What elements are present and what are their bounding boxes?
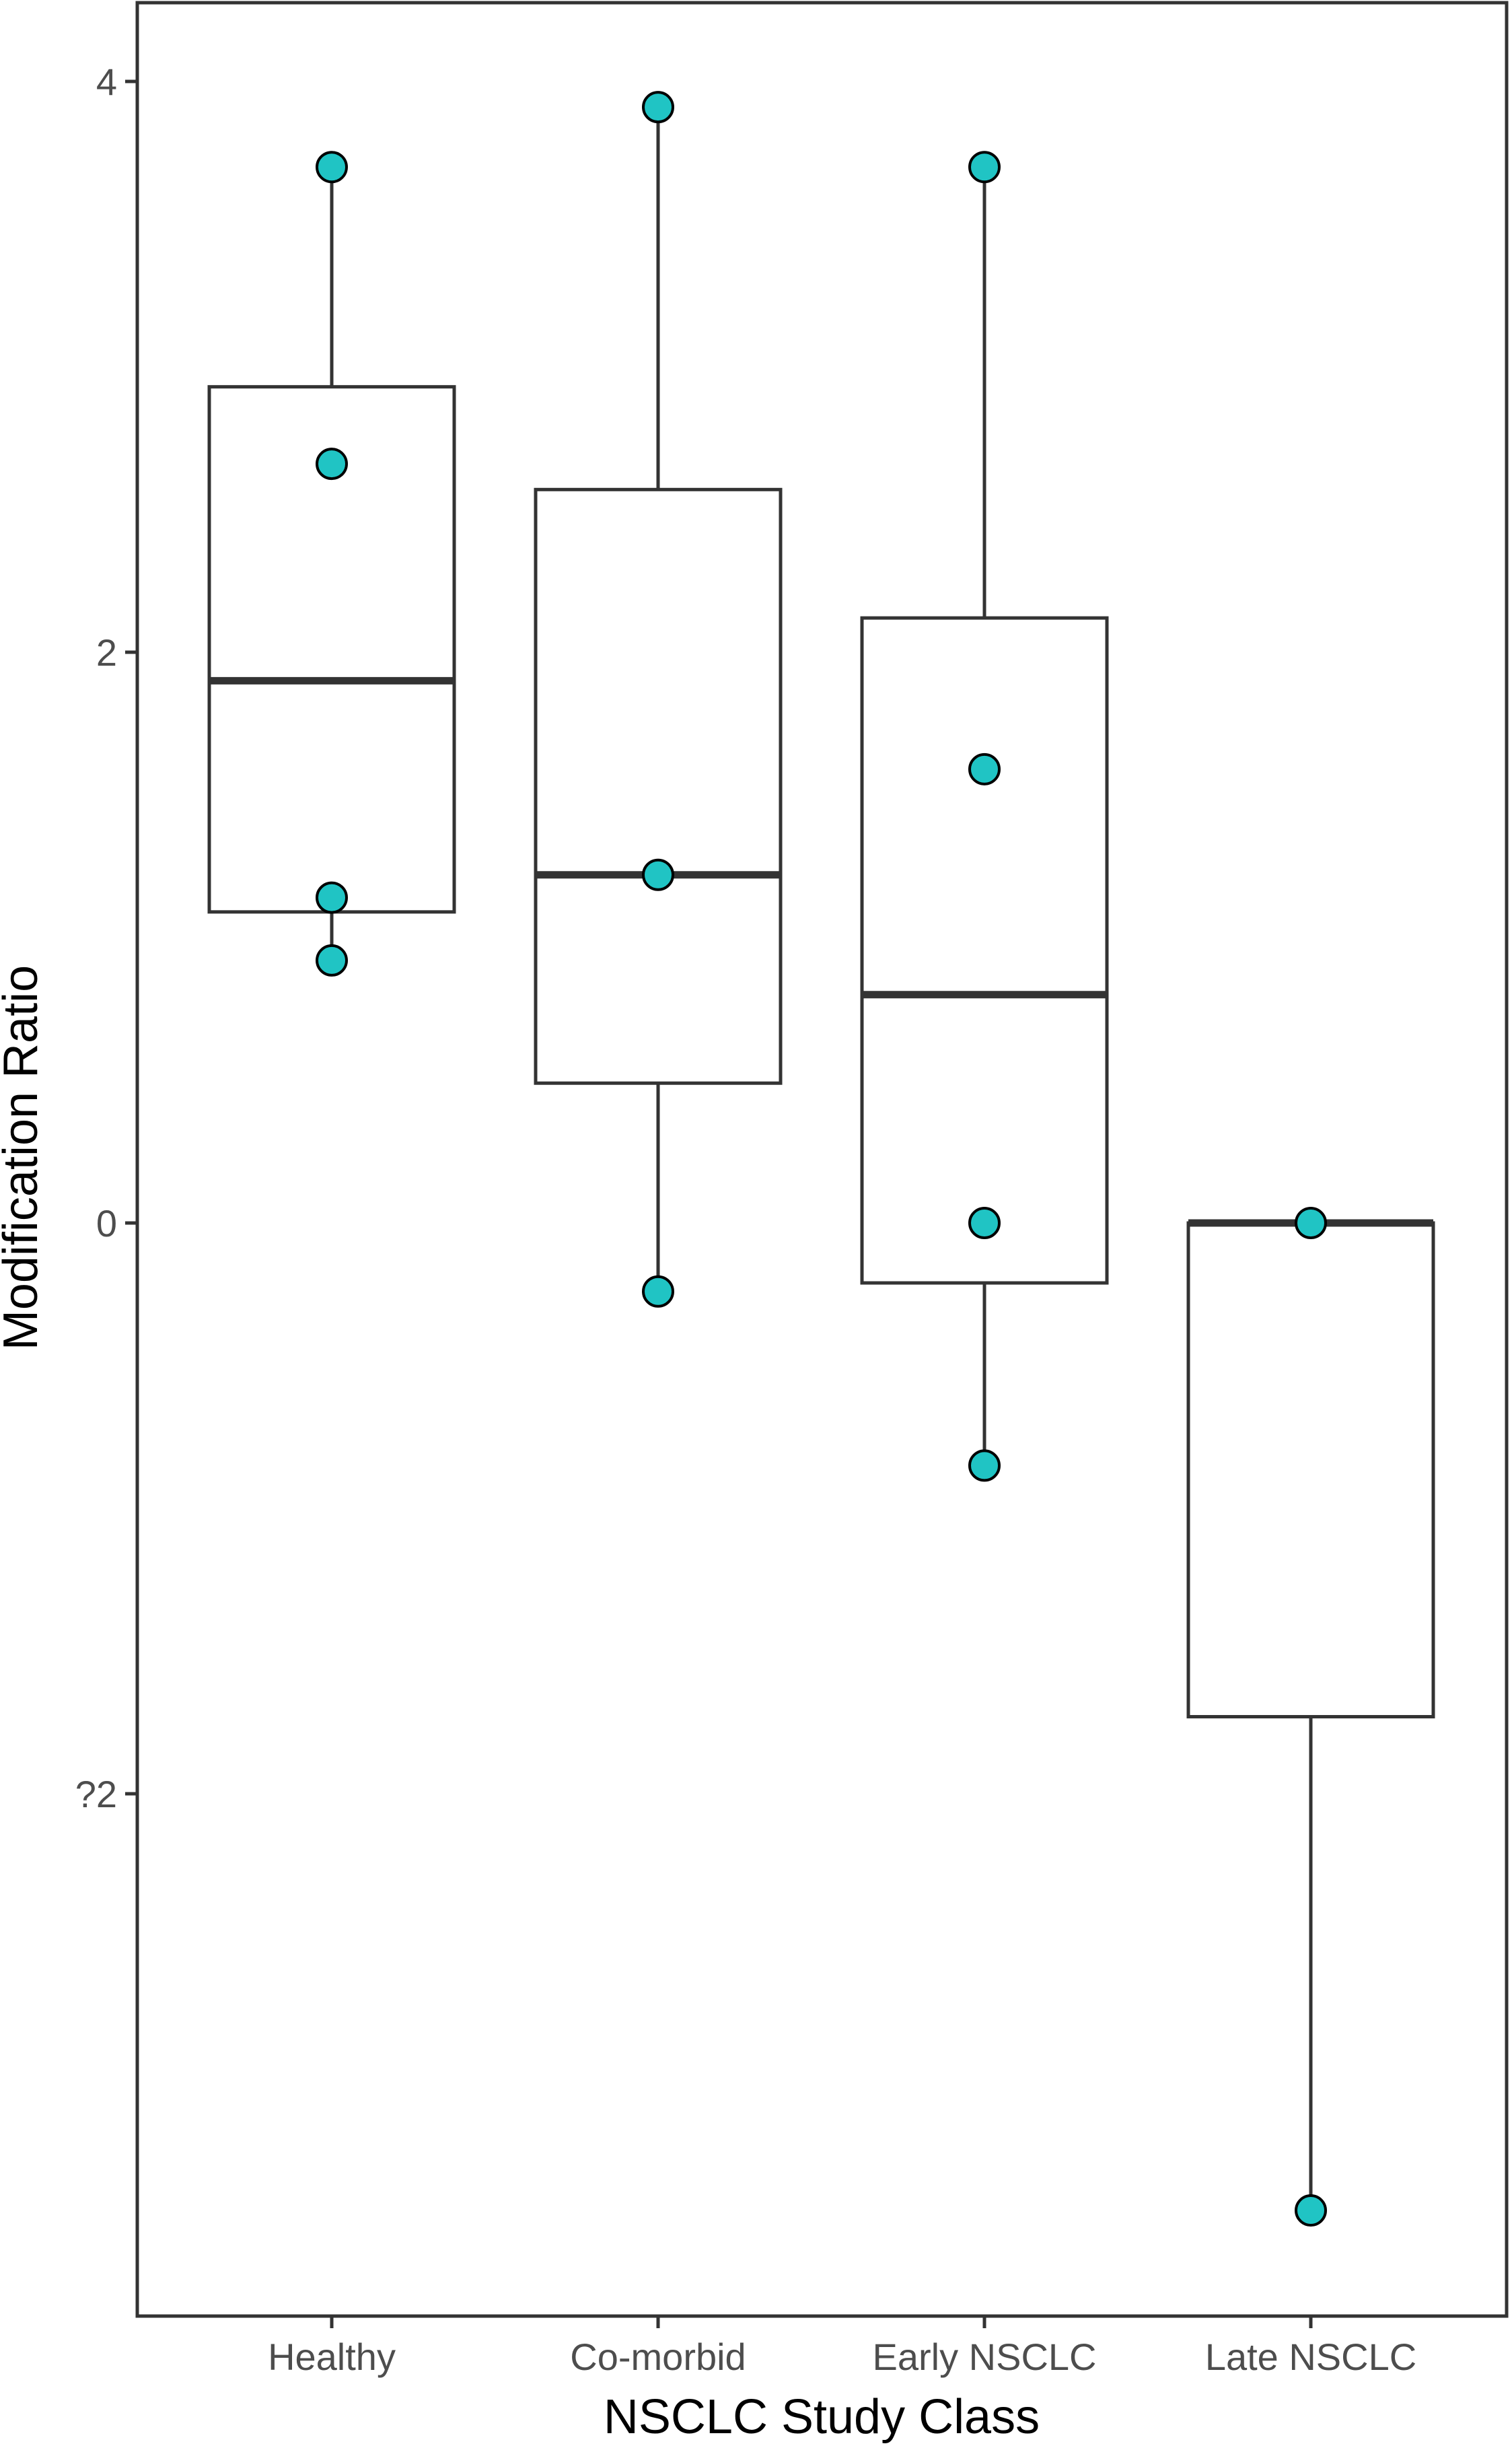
data-point <box>316 881 348 914</box>
data-point <box>316 944 348 977</box>
x-tick-label: Co-morbid <box>570 2336 746 2378</box>
data-point <box>316 448 348 481</box>
y-tick-label: ?2 <box>75 1773 117 1815</box>
chart-marks <box>207 91 1435 2227</box>
data-point <box>642 91 674 124</box>
y-tick-label: 2 <box>96 631 117 674</box>
y-tick-label: 4 <box>96 61 117 103</box>
y-tick-label: 0 <box>96 1202 117 1245</box>
axes: 4 2 0 ?2 Healthy Co-morbid Early NSCLC Late NSC… <box>75 61 1416 2378</box>
plot-panel <box>135 1 1509 2318</box>
data-point <box>968 1207 1001 1239</box>
data-point <box>968 753 1001 785</box>
x-tick-label: Early NSCLC <box>873 2336 1097 2378</box>
data-point <box>968 1449 1001 1482</box>
data-point <box>1295 1207 1327 1239</box>
box <box>534 487 783 1085</box>
y-axis-title: Modification Ratio <box>0 965 48 1350</box>
data-point <box>642 858 674 891</box>
data-point <box>316 151 348 184</box>
box <box>860 616 1109 1285</box>
x-tick-label: Late NSCLC <box>1205 2336 1416 2378</box>
data-point <box>1295 2194 1327 2227</box>
data-point <box>968 151 1001 184</box>
x-tick-label: Healthy <box>268 2336 396 2378</box>
x-axis-title: NSCLC Study Class <box>604 2390 1040 2444</box>
box <box>1186 1221 1435 1719</box>
data-point <box>642 1275 674 1308</box>
